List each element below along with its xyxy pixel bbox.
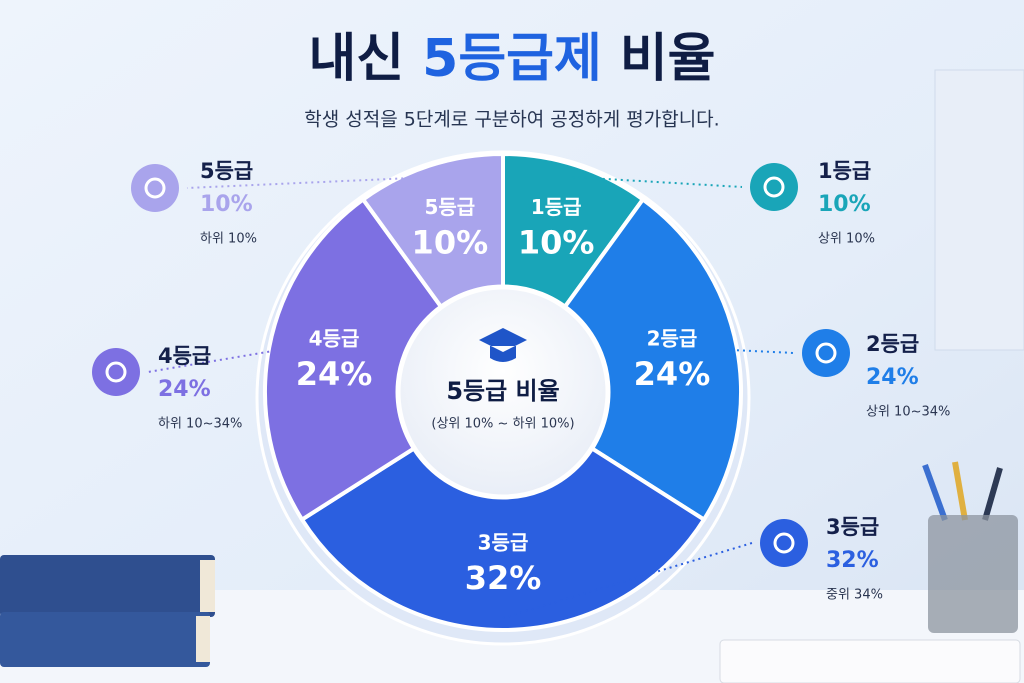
- pencil-cup: [922, 461, 1018, 633]
- callout-value: 32%: [826, 548, 879, 573]
- callout-category: 2등급: [866, 332, 919, 356]
- callout-icon: [750, 163, 798, 211]
- callout-icon-glyph: [773, 532, 795, 554]
- pie: 1등급 10% 2등급 24% 3등급 32% 4등급 24% 5등급 10% 5등급 비율 (상위 …: [255, 150, 751, 646]
- callout-value: 10%: [818, 192, 871, 217]
- callout-icon-glyph: [815, 342, 837, 364]
- slice-category: 1등급: [531, 195, 582, 219]
- callout-icon: [802, 329, 850, 377]
- hub-icon: [479, 328, 527, 362]
- callout-description: 하위 10%: [200, 232, 257, 247]
- slice-value: 32%: [465, 559, 542, 597]
- pie-slice: [500, 196, 743, 523]
- callout-icon-glyph: [105, 361, 127, 383]
- slice-value: 24%: [296, 355, 373, 393]
- title-part: 내신: [308, 29, 404, 89]
- callout-description: 중위 34%: [826, 588, 883, 603]
- callout-icon-glyph: [144, 177, 166, 199]
- callout-description: 상위 10%: [818, 232, 875, 247]
- slice-category: 3등급: [478, 531, 529, 555]
- callout-leader: [572, 176, 743, 188]
- wall-board: [934, 69, 1024, 351]
- callout-icon: [760, 519, 808, 567]
- callout-leader: [147, 348, 282, 373]
- title: 내신 5등급제 비율: [308, 29, 715, 89]
- callout-value: 24%: [866, 365, 919, 390]
- callouts: 1등급 10% 상위 10% 2등급 24% 상위 10~34% 3등급 32% 중위 34% 4…: [92, 159, 950, 619]
- slice-value: 24%: [634, 355, 711, 393]
- callout-icon-glyph: [763, 176, 785, 198]
- slice-category: 2등급: [647, 326, 698, 350]
- callout-value: 10%: [200, 192, 253, 217]
- pie-slice: [263, 196, 506, 523]
- callout-category: 4등급: [158, 344, 211, 368]
- callout-category: 5등급: [200, 159, 253, 183]
- callout-description: 하위 10~34%: [158, 417, 242, 432]
- callout-leader: [502, 542, 753, 619]
- hub-title: 5등급 비율: [446, 377, 559, 405]
- hub-subtitle: (상위 10% ~ 하위 10%): [431, 417, 574, 432]
- callout-value: 24%: [158, 377, 211, 402]
- callout-icon: [92, 348, 140, 396]
- pie-hub: [395, 284, 611, 500]
- callout-leader: [186, 176, 434, 189]
- callout-category: 3등급: [826, 515, 879, 539]
- notebook: [719, 639, 1021, 683]
- slice-category: 5등급: [424, 195, 475, 219]
- books: [0, 555, 215, 667]
- callout-icon: [131, 164, 179, 212]
- subtitle: 학생 성적을 5단계로 구분하여 공정하게 평가합니다.: [304, 109, 719, 131]
- title-part: 비율: [620, 29, 716, 89]
- pie-slice: [299, 389, 707, 632]
- slice-category: 4등급: [309, 326, 360, 350]
- slice-value: 10%: [412, 223, 489, 261]
- callout-description: 상위 10~34%: [866, 405, 950, 420]
- title-highlight: 5등급제: [422, 29, 602, 89]
- slice-value: 10%: [518, 223, 595, 261]
- callout-category: 1등급: [818, 159, 871, 183]
